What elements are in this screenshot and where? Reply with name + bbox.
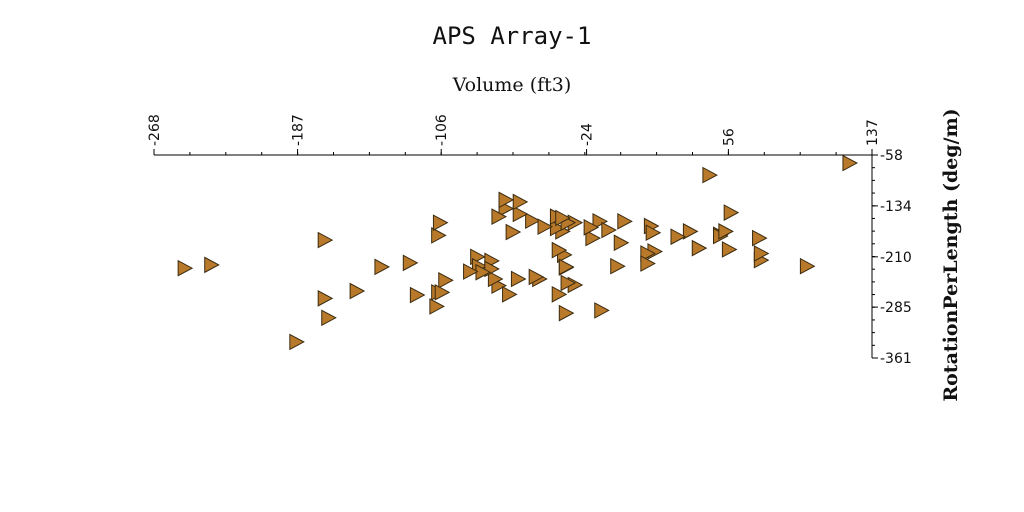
- data-point: [645, 224, 662, 242]
- data-point: [429, 298, 445, 315]
- data-point: [374, 258, 390, 276]
- x-tick-label: -187: [291, 114, 307, 146]
- x-tick-label: -268: [147, 114, 163, 146]
- data-point: [610, 257, 626, 275]
- data-point: [204, 256, 220, 274]
- data-point: [502, 286, 518, 303]
- y-tick-label: -210: [880, 250, 912, 266]
- x-tick-label: 137: [865, 119, 881, 146]
- data-point: [583, 219, 600, 236]
- data-point: [289, 333, 305, 351]
- data-point: [601, 221, 617, 239]
- data-point: [487, 270, 504, 288]
- data-point: [585, 229, 601, 247]
- data-point: [512, 205, 529, 223]
- data-point: [317, 231, 334, 249]
- data-point: [613, 234, 630, 252]
- data-point: [670, 228, 687, 246]
- data-point: [558, 304, 575, 322]
- data-point: [505, 223, 522, 241]
- data-point: [349, 282, 366, 300]
- data-point: [594, 302, 610, 319]
- x-tick-label: 56: [721, 128, 737, 146]
- x-tick-label: -24: [580, 123, 596, 146]
- data-point: [432, 214, 449, 232]
- data-point: [551, 286, 568, 303]
- data-point: [558, 258, 575, 276]
- data-point: [463, 263, 479, 280]
- data-point: [551, 241, 568, 259]
- y-tick-label: -285: [880, 300, 912, 316]
- data-point: [752, 229, 768, 247]
- data-point: [434, 284, 451, 301]
- data-point: [842, 154, 859, 172]
- data-point: [177, 259, 194, 277]
- data-point: [528, 268, 545, 286]
- data-point: [702, 166, 718, 184]
- data-point: [409, 286, 426, 304]
- data-point: [560, 274, 577, 292]
- y-axis-ticks: -58 -134 -210 -285 -361: [872, 148, 912, 367]
- x-tick-label: -106: [434, 114, 450, 146]
- y-axis-label: RotationPerLength (deg/m): [940, 108, 962, 401]
- data-point: [321, 309, 337, 327]
- data-point: [640, 245, 656, 262]
- data-point: [498, 191, 515, 209]
- data-point: [537, 218, 554, 236]
- data-point: [640, 255, 656, 272]
- data-point: [718, 223, 734, 240]
- chart-title: APS Array-1: [433, 22, 592, 50]
- y-tick-label: -134: [880, 199, 912, 215]
- x-axis-label: Volume (ft3): [452, 74, 572, 96]
- data-point: [723, 204, 740, 221]
- data-point: [753, 245, 770, 262]
- data-point: [555, 209, 571, 227]
- data-point: [431, 227, 447, 244]
- data-point: [438, 271, 454, 289]
- y-tick-label: -58: [880, 148, 903, 164]
- data-point: [721, 241, 738, 258]
- data-point: [592, 212, 609, 230]
- data-point: [617, 212, 633, 230]
- data-points: [177, 154, 859, 351]
- data-point: [691, 239, 708, 257]
- x-axis-ticks: -268 -187 -106 -24 56 137: [147, 114, 881, 155]
- data-point: [682, 223, 699, 240]
- data-point: [491, 208, 507, 225]
- data-point: [799, 257, 816, 275]
- data-point: [525, 212, 541, 229]
- data-point: [512, 193, 529, 211]
- data-point: [317, 290, 334, 307]
- data-point: [402, 254, 419, 272]
- y-tick-label: -361: [880, 351, 912, 367]
- data-point: [510, 270, 527, 288]
